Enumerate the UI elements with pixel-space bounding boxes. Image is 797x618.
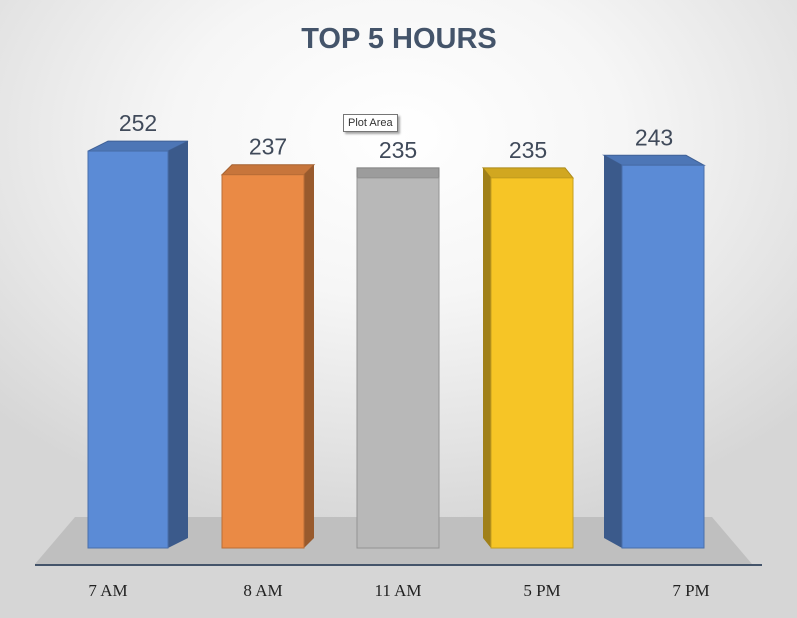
bar-front-face [356, 177, 440, 549]
bar-top-face [481, 167, 575, 179]
bar-side-face [168, 141, 188, 548]
bar-0[interactable] [87, 140, 189, 549]
x-tick-label: 7 AM [88, 581, 127, 600]
data-label: 235 [509, 137, 547, 163]
data-label: 252 [119, 110, 157, 136]
x-tick-label: 11 AM [374, 581, 421, 600]
data-label: 235 [379, 137, 417, 163]
bar-front-face [490, 177, 574, 549]
bar-side-face [304, 164, 314, 548]
x-tick-label: 7 PM [672, 581, 709, 600]
bar-4[interactable] [602, 154, 706, 549]
bar-2[interactable] [356, 167, 440, 549]
bar-1[interactable] [220, 164, 316, 549]
bar-top-face [220, 164, 316, 176]
bar-3[interactable] [481, 167, 575, 549]
x-tick-label: 5 PM [523, 581, 560, 600]
chart-title: TOP 5 HOURS [301, 23, 497, 55]
bar-front-face [87, 150, 169, 549]
bar-front-face [621, 164, 705, 549]
bar-side-face [604, 155, 622, 548]
data-label: 237 [249, 134, 287, 160]
plot-area-tooltip: Plot Area [343, 114, 398, 132]
bar-side-face [483, 167, 491, 548]
data-label: 243 [635, 124, 673, 150]
bar-top-face [356, 167, 440, 179]
bar-front-face [221, 174, 305, 549]
x-tick-label: 8 AM [243, 581, 282, 600]
